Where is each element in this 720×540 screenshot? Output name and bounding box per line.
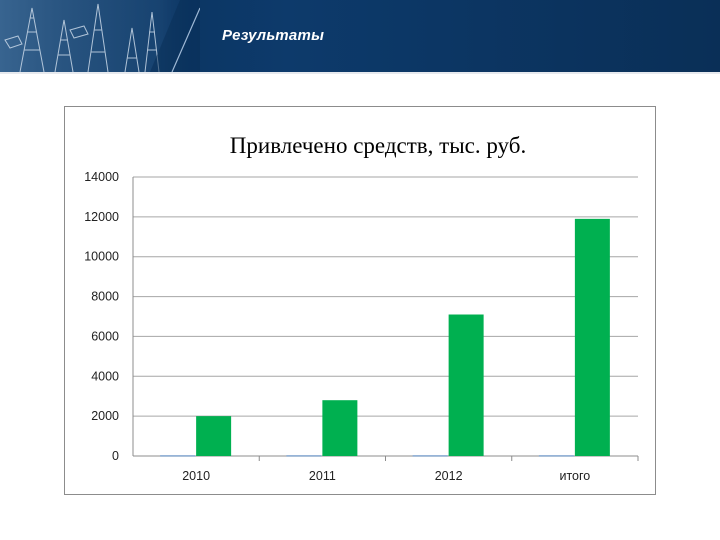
chart-bars (160, 218, 610, 457)
y-tick-label: 14000 (84, 170, 119, 184)
bar-series-1 (160, 455, 196, 457)
chart-title: Привлечено средств, тыс. руб. (230, 133, 526, 158)
bar-series-1 (412, 455, 448, 457)
y-tick-label: 8000 (91, 290, 119, 304)
header-divider (0, 72, 720, 74)
bar-chart: Привлечено средств, тыс. руб. 0 2000 4000 6… (84, 133, 639, 483)
x-tick-label: 2010 (182, 469, 210, 483)
y-axis: 0 2000 4000 6000 8000 10000 12000 14000 (84, 170, 134, 463)
y-tick-label: 6000 (91, 329, 119, 343)
x-tick-label: 2012 (435, 469, 463, 483)
slide-title: Результаты (222, 27, 325, 44)
x-axis: 2010 2011 2012 итого (133, 455, 639, 483)
bar-series-2 (322, 400, 358, 456)
y-tick-label: 4000 (91, 369, 119, 383)
bar-series-2 (448, 314, 484, 456)
y-tick-label: 0 (112, 449, 119, 463)
x-tick-label: итого (559, 469, 590, 483)
x-tick-label: 2011 (309, 469, 336, 483)
bar-series-2 (196, 416, 232, 456)
chart-gridlines (133, 176, 638, 457)
slide-header: Результаты (0, 0, 720, 72)
chart-frame: Привлечено средств, тыс. руб. 0 2000 4000 6… (64, 106, 656, 495)
bar-series-2 (574, 218, 610, 456)
y-tick-label: 2000 (91, 409, 119, 423)
oil-derricks-image (0, 0, 200, 72)
y-tick-label: 10000 (84, 250, 119, 264)
bar-series-1 (286, 455, 322, 457)
y-tick-label: 12000 (84, 210, 119, 224)
bar-series-1 (538, 455, 574, 457)
